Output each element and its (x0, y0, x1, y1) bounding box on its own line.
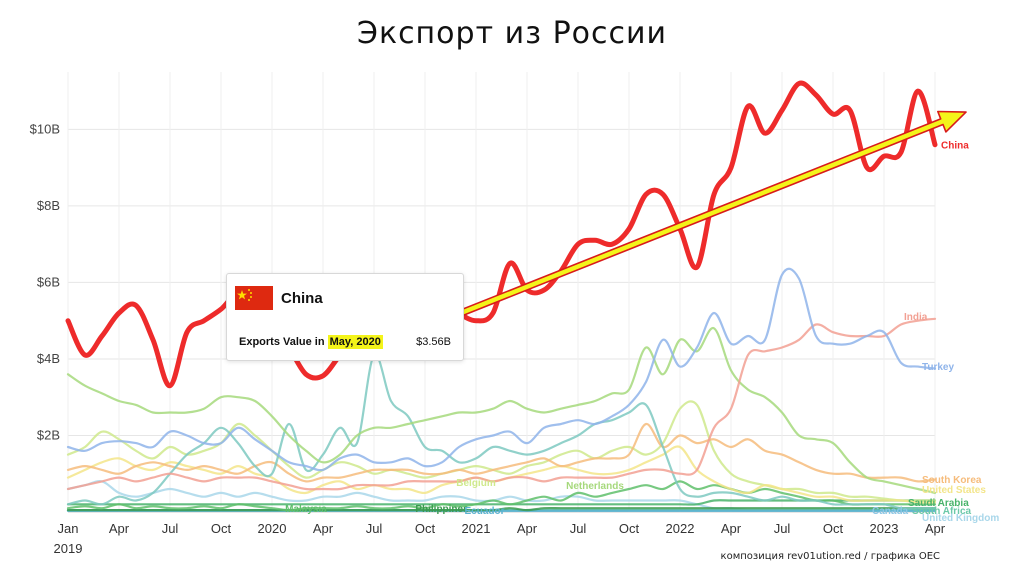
series-end-label-ecuador: Ecuador (464, 506, 504, 517)
x-tick-label: 2021 (462, 521, 491, 536)
x-tick-label: Oct (823, 521, 844, 536)
tooltip-metric: Exports Value in May, 2020 (239, 335, 383, 349)
hover-tooltip: China Exports Value in May, 2020 $3.56B (226, 273, 464, 361)
x-tick-label: Apr (925, 521, 946, 536)
chart-title: Экспорт из России (357, 16, 667, 51)
series-line-turkey (66, 267, 937, 472)
series-end-label-malaysia: Malaysia (285, 504, 327, 515)
x-tick-label: Apr (721, 521, 742, 536)
axes: $2B $4B $6B $8B $10B Jan Apr Jul Oct 2020 Apr Jul Oc… (30, 121, 946, 556)
x-tick-label: 2023 (870, 521, 899, 536)
series-end-label-netherlands: Netherlands (566, 481, 624, 492)
y-tick-label: $6B (37, 274, 60, 289)
china-flag-icon (235, 286, 273, 310)
y-tick-label: $2B (37, 427, 60, 442)
series-line-netherlands (66, 327, 937, 494)
series-end-label-south-africa: South Africa (912, 506, 972, 517)
series-line-philippines (66, 506, 937, 512)
series-line-south-korea (66, 422, 937, 483)
series-line-china (65, 80, 938, 389)
series-line-belgium (66, 400, 937, 502)
x-tick-label: Jul (774, 521, 791, 536)
trend-arrow-shape (398, 110, 967, 341)
y-tick-label: $8B (37, 198, 60, 213)
series-end-label-south-korea: South Korea (922, 475, 982, 486)
x-tick-label: Apr (517, 521, 538, 536)
series-end-label-saudi-arabia: Saudi Arabia (908, 498, 969, 509)
series-line-malaysia (66, 480, 937, 512)
series-line-india (66, 317, 937, 491)
series-end-label-philippines: Philippines (415, 504, 469, 515)
tooltip-metric-label: Exports Value in (239, 336, 328, 348)
series-end-label-india: India (904, 312, 928, 323)
tooltip-value: $3.56B (416, 336, 451, 348)
x-tick-year-label: 2019 (54, 541, 83, 556)
series (65, 80, 938, 512)
x-tick-label: Jul (366, 521, 383, 536)
series-line-saudi-arabia (66, 499, 937, 506)
x-tick-label: Oct (619, 521, 640, 536)
x-tick-label: Jul (570, 521, 587, 536)
trend-arrow (398, 110, 967, 341)
y-tick-label: $10B (30, 121, 60, 136)
series-end-label-united-states: United States (922, 485, 986, 496)
series-end-label-turkey: Turkey (922, 362, 954, 373)
y-tick-label: $4B (37, 351, 60, 366)
x-tick-label: Oct (211, 521, 232, 536)
flag-stars (237, 289, 252, 301)
series-end-label-belgium: Belgium (456, 478, 496, 489)
x-tick-label: Jul (162, 521, 179, 536)
x-tick-label: 2022 (666, 521, 695, 536)
tooltip-period: May, 2020 (327, 335, 383, 349)
x-tick-label: Apr (313, 521, 334, 536)
series-end-label-canada: Canada (872, 506, 909, 517)
tooltip-country: China (281, 290, 323, 307)
credit-text: композиция rev01ution.red / графика OEC (720, 551, 940, 562)
series-line-united-states (66, 445, 937, 504)
series-end-label-china: China (941, 141, 969, 152)
x-tick-label: Jan (58, 521, 79, 536)
x-tick-label: Oct (415, 521, 436, 536)
series-end-label-united-kingdom: United Kingdom (922, 513, 999, 524)
x-tick-label: Apr (109, 521, 130, 536)
x-tick-label: 2020 (258, 521, 287, 536)
series-line-kazakhstan (66, 353, 937, 510)
